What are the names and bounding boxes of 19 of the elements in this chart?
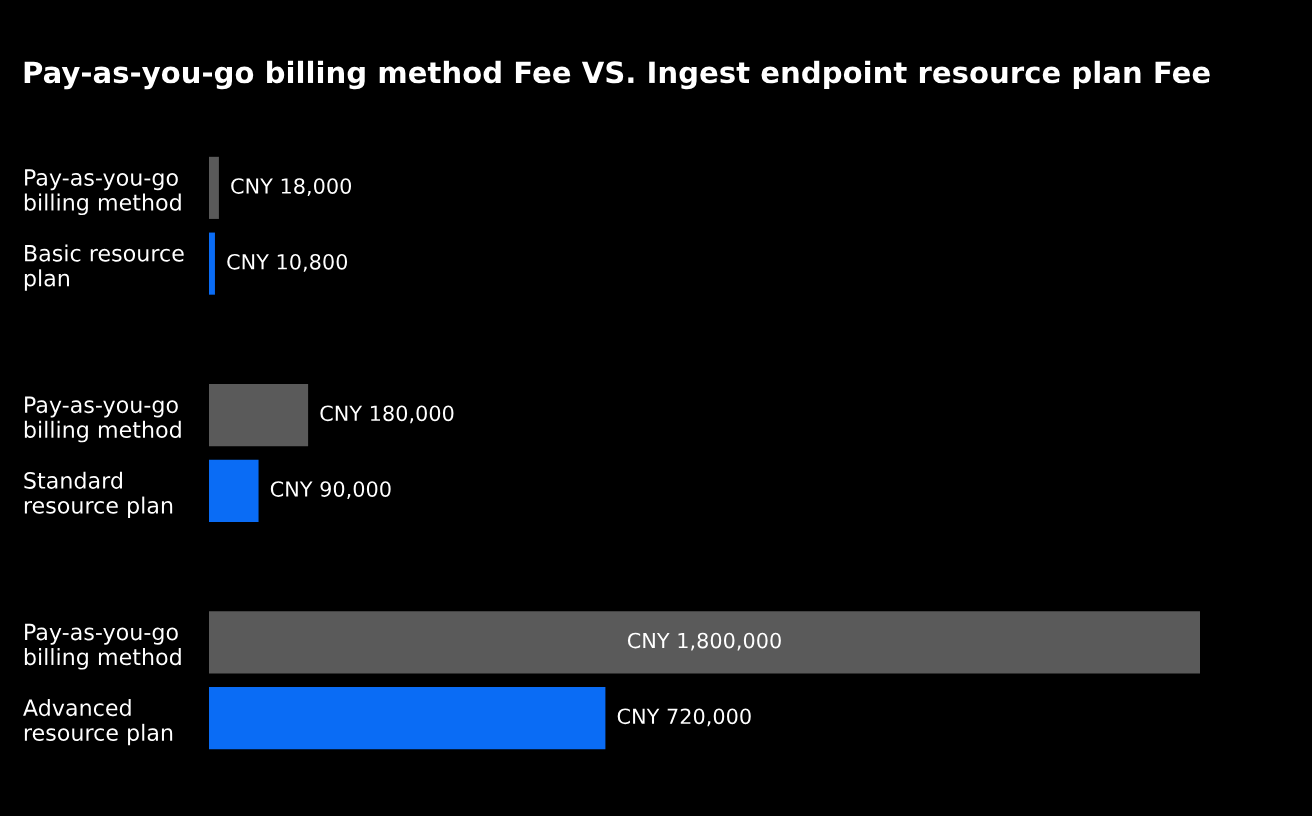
bar bbox=[209, 156, 219, 219]
y-tick-label: Pay-as-you-go billing method bbox=[24, 623, 181, 670]
data-label: CNY 720,000 bbox=[617, 708, 751, 727]
bar bbox=[209, 459, 259, 522]
bar bbox=[209, 384, 309, 447]
bar bbox=[209, 611, 1200, 674]
data-label: CNY 18,000 bbox=[231, 178, 352, 197]
y-tick-label: Pay-as-you-go billing method bbox=[24, 169, 181, 216]
chart-title: Pay-as-you-go billing method Fee VS. Ingest endpoint resource plan Fee bbox=[24, 60, 1210, 90]
y-tick-label: Advanced resource plan bbox=[23, 698, 173, 746]
y-tick-label: Basic resource plan bbox=[24, 244, 184, 291]
y-tick-label: Standard resource plan bbox=[24, 471, 173, 519]
bar bbox=[209, 687, 606, 750]
bar bbox=[209, 232, 215, 295]
data-label: CNY 90,000 bbox=[270, 481, 391, 500]
data-label: CNY 180,000 bbox=[320, 405, 454, 424]
data-label: CNY 1,800,000 bbox=[627, 632, 781, 651]
y-tick-label: Pay-as-you-go billing method bbox=[24, 396, 181, 443]
data-label: CNY 10,800 bbox=[227, 253, 348, 272]
